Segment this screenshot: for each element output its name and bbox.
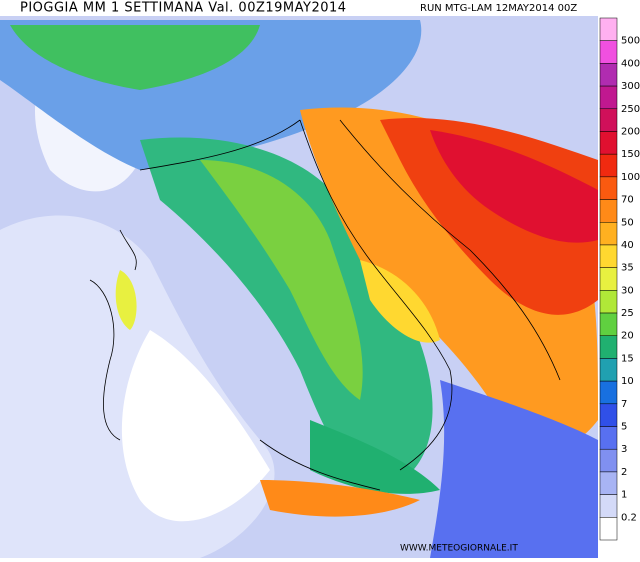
legend-swatch [599, 267, 618, 291]
precipitation-field [0, 20, 598, 559]
legend-level: 15 [621, 353, 634, 364]
legend-swatch [599, 244, 618, 268]
legend-swatch [599, 199, 618, 223]
legend-level: 150 [621, 149, 640, 160]
legend-level: 10 [621, 376, 634, 387]
color-legend: 5004003002502001501007050403530252015107… [599, 17, 640, 541]
legend-swatch [599, 471, 618, 495]
legend-level: 35 [621, 263, 634, 274]
legend-level: 300 [621, 81, 640, 92]
legend-swatch [599, 290, 618, 314]
legend-swatch [599, 176, 618, 200]
map-title: PIOGGIA MM 1 SETTIMANA Val. 00Z19MAY2014 [20, 1, 347, 16]
legend-swatch [599, 108, 618, 132]
legend-level: 200 [621, 126, 640, 137]
legend-swatch [599, 517, 618, 541]
legend-level: 250 [621, 104, 640, 115]
legend-swatch [599, 494, 618, 518]
legend-swatch [599, 131, 618, 155]
legend-swatch [599, 335, 618, 359]
legend-swatch [599, 358, 618, 382]
legend-level: 7 [621, 399, 627, 410]
legend-level: 500 [621, 36, 640, 47]
legend-level: 25 [621, 308, 634, 319]
legend-swatch [599, 17, 618, 41]
legend-level: 40 [621, 240, 634, 251]
legend-level: 5 [621, 422, 627, 433]
legend-swatch [599, 40, 618, 64]
legend-level: 100 [621, 172, 640, 183]
legend-level: 0.2 [621, 512, 637, 523]
watermark: WWW.METEOGIORNALE.IT [400, 544, 518, 554]
legend-swatch [599, 426, 618, 450]
legend-level: 30 [621, 285, 634, 296]
legend-swatch [599, 85, 618, 110]
legend-level: 70 [621, 195, 634, 206]
legend-swatch [599, 63, 618, 87]
legend-swatch [599, 312, 618, 336]
run-label: RUN MTG-LAM 12MAY2014 00Z [420, 3, 577, 14]
borders [89, 119, 561, 491]
legend-swatch [599, 380, 618, 405]
legend-level: 400 [621, 58, 640, 69]
legend-swatch [599, 448, 618, 473]
legend-swatch [599, 153, 618, 178]
legend-swatch [599, 222, 618, 246]
legend-swatch [599, 403, 618, 427]
legend-level: 3 [621, 444, 627, 455]
legend-level: 1 [621, 490, 627, 501]
legend-level: 2 [621, 467, 627, 478]
legend-level: 50 [621, 217, 634, 228]
legend-level: 20 [621, 331, 634, 342]
